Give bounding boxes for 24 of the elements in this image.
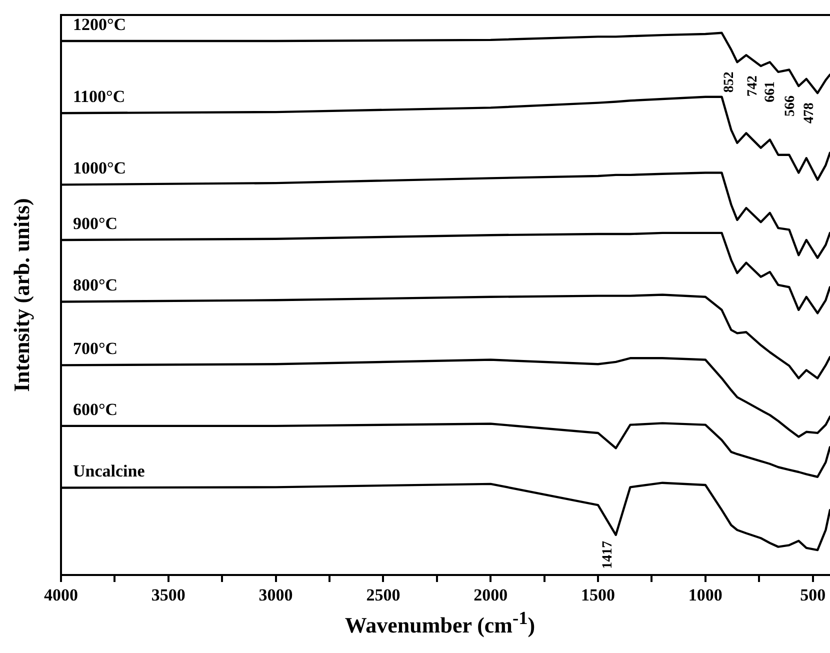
x-tick-label: 2000	[474, 586, 508, 605]
annotation: 1417	[600, 540, 616, 569]
series-label: 900°C	[73, 214, 118, 233]
x-tick-label: 1500	[581, 586, 616, 605]
series-label: 1100°C	[73, 87, 126, 106]
x-axis-title: Wavenumber (cm$^{-1}$)	[344, 608, 536, 638]
annotation: 478	[802, 102, 818, 124]
x-tick-label: 3000	[258, 586, 293, 605]
series-label: 1200°C	[73, 14, 126, 34]
series-label: 700°C	[73, 339, 118, 358]
annotation: 661	[762, 81, 778, 102]
series-label: 1000°C	[73, 158, 126, 178]
x-tick-label: 4000	[44, 586, 78, 605]
x-tick-label: 3500	[151, 586, 186, 605]
y-axis-title: Intensity (arb. units)	[9, 198, 35, 392]
x-tick-label: 500	[800, 586, 826, 605]
x-tick-label: 2500	[366, 586, 400, 605]
annotation: 852	[722, 72, 737, 93]
annotation: 566	[783, 96, 798, 117]
series-label: 600°C	[73, 400, 118, 419]
series-label: Uncalcine	[73, 462, 146, 481]
annotation: 742	[745, 75, 760, 96]
series-label: 800°C	[73, 276, 118, 295]
x-tick-label: 1000	[688, 586, 722, 605]
